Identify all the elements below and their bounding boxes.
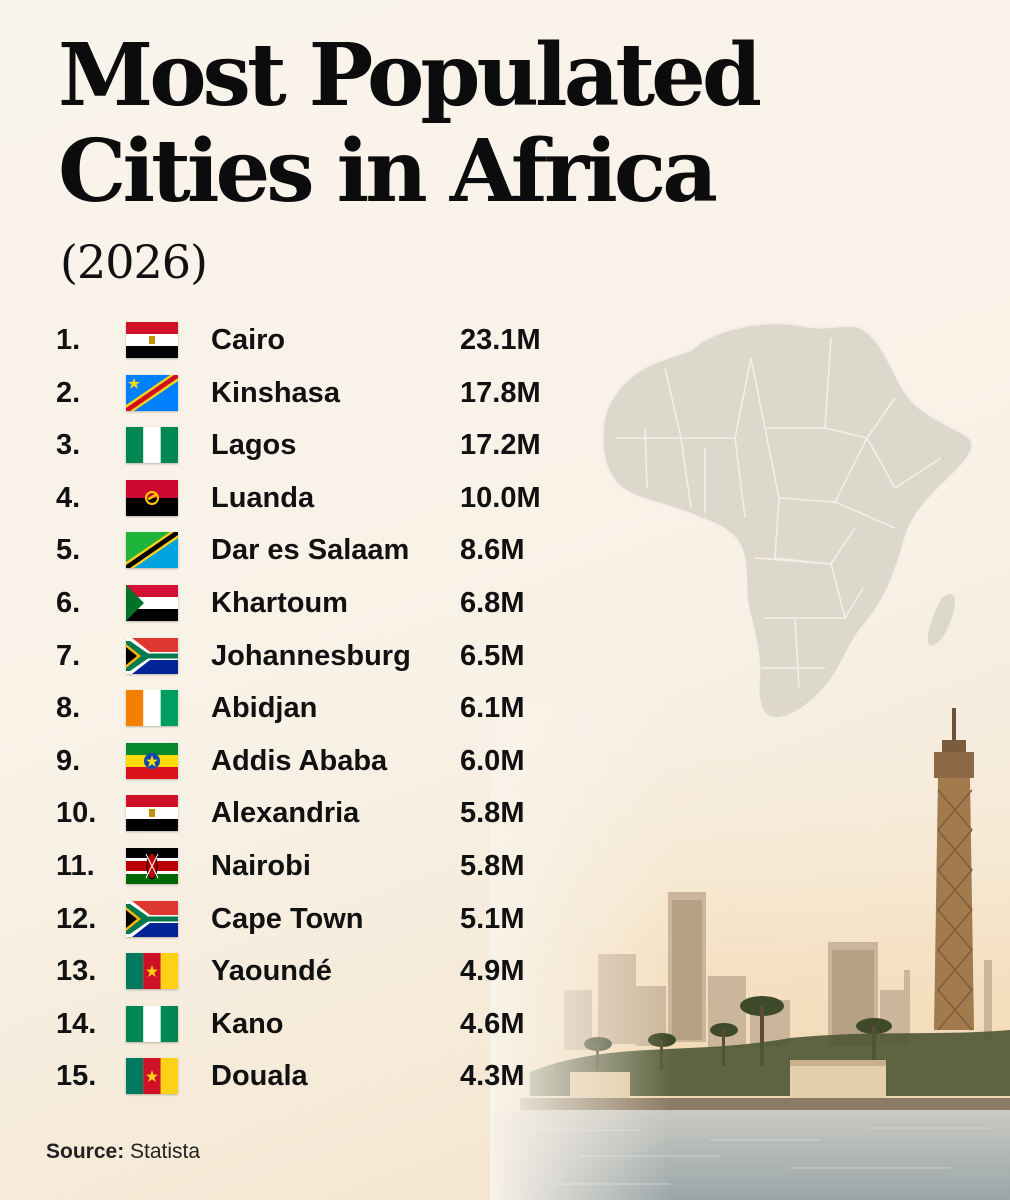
egypt-flag-icon bbox=[126, 322, 178, 358]
population-value: 6.5M bbox=[460, 639, 525, 672]
table-row-luanda: 4. Luanda 10.0M bbox=[0, 474, 600, 524]
rank-label: 15. bbox=[56, 1060, 97, 1093]
rank-label: 1. bbox=[56, 324, 81, 356]
source-label: Source: bbox=[46, 1140, 125, 1163]
population-value: 5.8M bbox=[460, 797, 525, 830]
rank-label: 11. bbox=[56, 850, 95, 882]
table-row-douala: 15. Douala 4.3M bbox=[0, 1052, 600, 1102]
ethiopia-flag-icon bbox=[126, 742, 178, 779]
table-row-kinshasa: 2. Kinshasa 17.8M bbox=[0, 369, 600, 419]
dr-congo-flag-icon bbox=[126, 374, 178, 411]
table-row-alexandria: 10. Alexandria 5.8M bbox=[0, 789, 600, 839]
city-name: Alexandria bbox=[211, 797, 360, 830]
rank-label: 3. bbox=[56, 429, 81, 462]
table-row-addis-ababa: 9. Addis Ababa 6.0M bbox=[0, 737, 600, 787]
population-value: 5.1M bbox=[460, 902, 525, 935]
cameroon-flag-icon bbox=[126, 1058, 178, 1095]
kenya-flag-icon bbox=[126, 848, 178, 884]
rank-label: 12. bbox=[56, 902, 97, 935]
population-value: 6.8M bbox=[460, 587, 525, 619]
city-name: Addis Ababa bbox=[211, 744, 388, 777]
city-name: Lagos bbox=[211, 429, 297, 462]
title-line-1: Most Populated bbox=[58, 25, 762, 126]
chart-title: Most Populated Cities in Africa bbox=[58, 28, 958, 220]
city-name: Dar es Salaam bbox=[211, 534, 410, 567]
source-value: Statista bbox=[130, 1140, 201, 1163]
south-africa-flag-icon bbox=[126, 637, 178, 674]
city-name: Yaoundé bbox=[211, 955, 332, 988]
madagascar-shape bbox=[925, 592, 957, 648]
egypt-flag-icon bbox=[126, 795, 178, 832]
cairo-skyline-icon bbox=[490, 700, 1010, 1200]
population-value: 10.0M bbox=[460, 481, 541, 514]
city-name: Cairo bbox=[211, 324, 286, 356]
population-value: 23.1M bbox=[460, 324, 541, 356]
table-row-johannesburg: 7. Johannesburg 6.5M bbox=[0, 632, 600, 682]
rank-label: 2. bbox=[56, 376, 81, 409]
population-value: 8.6M bbox=[460, 534, 525, 567]
population-value: 4.3M bbox=[460, 1060, 525, 1093]
south-africa-flag-icon bbox=[126, 900, 178, 937]
table-row-yaounde: 13. Yaoundé 4.9M bbox=[0, 947, 600, 997]
nigeria-flag-icon bbox=[126, 427, 178, 464]
population-value: 4.9M bbox=[460, 955, 525, 988]
table-row-abidjan: 8. Abidjan 6.1M bbox=[0, 684, 600, 734]
table-row-nairobi: 11. Nairobi 5.8M bbox=[0, 842, 600, 892]
rank-label: 8. bbox=[56, 692, 81, 725]
population-value: 6.0M bbox=[460, 744, 525, 777]
chart-subtitle: (2026) bbox=[60, 235, 208, 289]
rank-label: 10. bbox=[56, 797, 97, 830]
table-row-lagos: 3. Lagos 17.2M bbox=[0, 421, 600, 471]
rank-label: 7. bbox=[56, 639, 81, 672]
rank-label: 13. bbox=[56, 955, 97, 988]
rank-label: 4. bbox=[56, 481, 81, 514]
city-name: Luanda bbox=[211, 481, 315, 514]
table-row-cape-town: 12. Cape Town 5.1M bbox=[0, 895, 600, 945]
ivory-coast-flag-icon bbox=[126, 690, 178, 727]
nigeria-flag-icon bbox=[126, 1005, 178, 1042]
city-name: Johannesburg bbox=[211, 639, 411, 672]
population-value: 4.6M bbox=[460, 1007, 525, 1040]
country-borders bbox=[615, 337, 942, 689]
city-name: Abidjan bbox=[211, 692, 318, 725]
cameroon-flag-icon bbox=[126, 953, 178, 990]
africa-continent-shape bbox=[601, 322, 974, 720]
table-row-khartoum: 6. Khartoum 6.8M bbox=[0, 579, 600, 629]
population-value: 17.2M bbox=[460, 429, 541, 462]
city-name: Kano bbox=[211, 1007, 284, 1040]
city-name: Kinshasa bbox=[211, 376, 340, 409]
source-note: Source: Statista bbox=[46, 1140, 200, 1164]
table-row-kano: 14. Kano 4.6M bbox=[0, 1000, 600, 1050]
africa-map-icon bbox=[601, 322, 974, 720]
population-value: 5.8M bbox=[460, 850, 525, 882]
city-name: Cape Town bbox=[211, 902, 364, 935]
title-line-2: Cities in Africa bbox=[58, 121, 718, 222]
angola-flag-icon bbox=[126, 479, 178, 516]
city-name: Khartoum bbox=[211, 587, 348, 619]
table-row-dar-es-salaam: 5. Dar es Salaam 8.6M bbox=[0, 526, 600, 576]
rank-label: 5. bbox=[56, 534, 81, 567]
rank-label: 9. bbox=[56, 744, 81, 777]
sudan-flag-icon bbox=[126, 585, 178, 621]
rank-label: 6. bbox=[56, 587, 81, 619]
city-name: Nairobi bbox=[211, 850, 311, 882]
city-name: Douala bbox=[211, 1060, 308, 1093]
population-value: 17.8M bbox=[460, 376, 541, 409]
tanzania-flag-icon bbox=[126, 532, 178, 569]
population-value: 6.1M bbox=[460, 692, 525, 725]
rank-label: 14. bbox=[56, 1007, 97, 1040]
table-row-cairo: 1. Cairo 23.1M bbox=[0, 316, 600, 366]
